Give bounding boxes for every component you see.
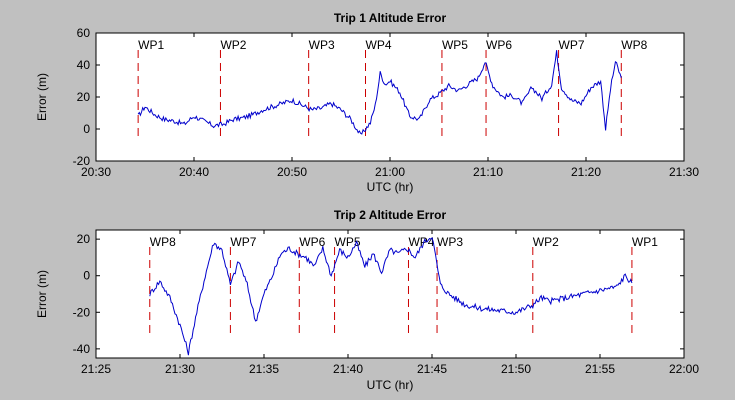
y-tick-label: 20 — [77, 232, 91, 246]
y-tick-label: 60 — [77, 26, 91, 40]
x-tick-label: 21:55 — [585, 362, 615, 376]
y-tick-label: -40 — [73, 342, 91, 356]
waypoint-label: WP4 — [366, 38, 392, 52]
waypoint-label: WP1 — [138, 38, 164, 52]
x-tick-label: 21:00 — [375, 165, 405, 179]
y-tick-label: 20 — [77, 90, 91, 104]
waypoint-label: WP3 — [437, 235, 463, 249]
chart-title: Trip 2 Altitude Error — [334, 208, 447, 222]
waypoint-layer: WP8 WP7 WP6 WP5 WP4 WP3 WP2 WP1 — [149, 235, 658, 338]
y-tick-label: -20 — [73, 305, 91, 319]
waypoint-label: WP3 — [309, 38, 335, 52]
x-tick-label: 21:30 — [165, 362, 195, 376]
x-tick-label: 20:40 — [179, 165, 209, 179]
waypoint-label: WP6 — [299, 235, 325, 249]
series-line — [137, 50, 622, 135]
y-tick-label: 40 — [77, 58, 91, 72]
x-tick-label: 21:30 — [669, 165, 699, 179]
waypoint-label: WP7 — [230, 235, 256, 249]
y-axis-label: Error (m) — [35, 270, 49, 318]
x-tick-label: 20:30 — [81, 165, 111, 179]
chart-trip-2: Trip 2 Altitude Error UTC (hr) Error (m)… — [35, 208, 699, 392]
waypoint-label: WP8 — [150, 235, 176, 249]
waypoint-label: WP1 — [632, 235, 658, 249]
plot-area — [95, 229, 685, 359]
x-tick-label: 21:10 — [473, 165, 503, 179]
chart-title: Trip 1 Altitude Error — [334, 11, 447, 25]
waypoint-label: WP2 — [533, 235, 559, 249]
x-tick-label: 21:45 — [417, 362, 447, 376]
series-line — [149, 236, 633, 356]
y-tick-label: 0 — [83, 269, 90, 283]
x-tick-label: 22:00 — [669, 362, 699, 376]
waypoint-label: WP4 — [408, 235, 434, 249]
waypoint-label: WP5 — [335, 235, 361, 249]
series-layer — [149, 236, 633, 356]
x-axis-label: UTC (hr) — [367, 378, 414, 392]
x-tick-label: 21:50 — [501, 362, 531, 376]
waypoint-label: WP7 — [559, 38, 585, 52]
tick-layer: 20:30 20:40 20:50 21:00 21:10 21:20 21:30 -20 0 2… — [73, 26, 700, 179]
y-tick-label: -20 — [73, 154, 91, 168]
x-axis-label: UTC (hr) — [367, 180, 414, 194]
waypoint-label: WP8 — [621, 38, 647, 52]
waypoint-label: WP5 — [442, 38, 468, 52]
x-tick-label: 21:40 — [333, 362, 363, 376]
series-layer — [137, 50, 622, 135]
chart-trip-1: Trip 1 Altitude Error UTC (hr) Error (m)… — [35, 11, 699, 194]
tick-layer: 21:25 21:30 21:35 21:40 21:45 21:50 21:55 22:00… — [73, 230, 699, 376]
plot-area — [95, 32, 685, 162]
x-tick-label: 21:20 — [571, 165, 601, 179]
x-tick-label: 20:50 — [277, 165, 307, 179]
waypoint-label: WP2 — [220, 38, 246, 52]
waypoint-layer: WP1 WP2 WP3 WP4 WP5 WP6 WP7 WP8 — [137, 38, 648, 141]
x-tick-label: 21:25 — [81, 362, 111, 376]
y-axis-label: Error (m) — [35, 73, 49, 121]
x-tick-label: 21:35 — [249, 362, 279, 376]
waypoint-label: WP6 — [486, 38, 512, 52]
y-tick-label: 0 — [83, 122, 90, 136]
